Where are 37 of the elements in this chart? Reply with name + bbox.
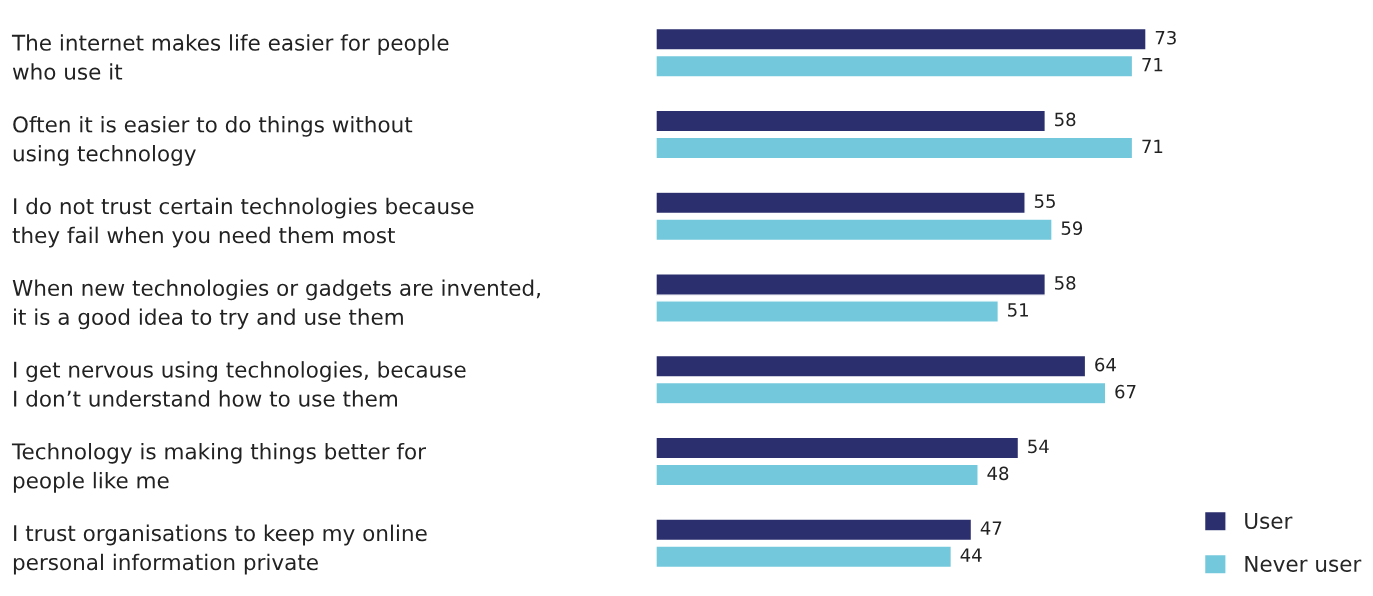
y-tick-label: Often it is easier to do things without using technology [13,115,413,166]
data-label: 64 [1095,357,1116,372]
bar [656,300,1000,323]
bar [656,54,1134,78]
bar [656,518,973,542]
y-tick-label: I get nervous using technologies, because I don’t understand how to use them [14,361,466,407]
bar [656,273,1047,296]
y-tick-label: Technology is making things better for people like me [11,442,426,493]
data-label: 58 [1055,276,1076,290]
bar [656,436,1020,460]
data-label: 51 [1008,303,1028,317]
data-label: 55 [1034,194,1055,209]
bar [656,109,1047,133]
data-label: 44 [960,548,982,562]
data-label: 48 [987,466,1009,481]
y-tick-label: I do not trust certain technologies because they fail when you need them most [12,197,474,248]
data-label: 58 [1055,112,1076,127]
bar [656,136,1134,160]
data-label: 73 [1155,30,1176,45]
bar [656,218,1053,242]
y-tick-label: When new technologies or gadgets are invented, it is a good idea to try and use them [12,279,540,330]
bar [656,191,1026,215]
data-label: 47 [980,521,1002,535]
data-label: 67 [1115,384,1136,399]
legend-label: User [1245,512,1293,529]
bar [656,27,1146,51]
bar [656,354,1087,378]
legend-label: Never user [1245,555,1362,572]
data-label: 54 [1028,439,1049,454]
data-label: 71 [1142,139,1163,153]
y-tick-label: The internet makes life easier for people who use it [11,34,449,80]
bar [656,381,1107,405]
data-label: 71 [1142,58,1163,72]
bar [656,545,953,569]
y-tick-label: I trust organisations to keep my online personal information private [13,524,427,575]
bar [656,463,979,487]
data-label: 59 [1061,221,1083,235]
